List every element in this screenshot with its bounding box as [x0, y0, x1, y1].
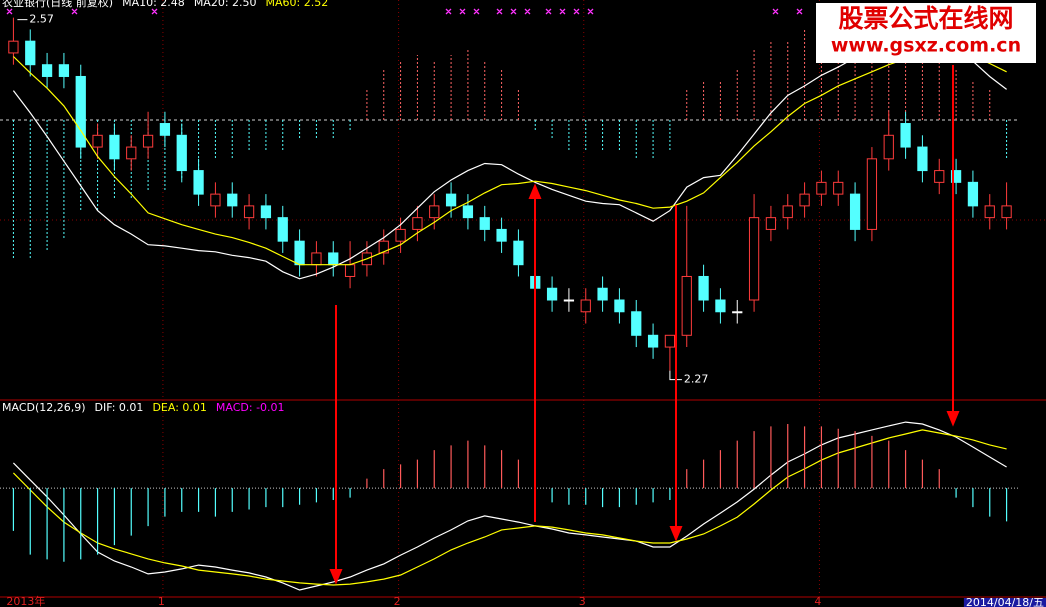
- x-tick-label: 1: [158, 595, 165, 607]
- candle-body: [429, 205, 440, 219]
- candle-body: [8, 40, 19, 54]
- candle-body: [866, 158, 878, 230]
- candle-body: [227, 193, 238, 207]
- candle-body: [748, 217, 760, 301]
- candle-body: [782, 205, 793, 219]
- candle-body: [799, 193, 810, 207]
- candle-body: [75, 75, 86, 148]
- candle-body: [816, 181, 827, 195]
- x-tick-label: 2013年: [6, 594, 45, 607]
- candle-body: [597, 287, 608, 301]
- legend-label: 农业银行(日线 前复权): [2, 0, 113, 9]
- arrows: [329, 65, 960, 585]
- candle-body: [900, 123, 911, 148]
- candle-body: [311, 252, 322, 266]
- candle-body: [260, 205, 272, 219]
- candle-body: [732, 311, 743, 314]
- candle-body: [563, 299, 575, 302]
- candle-body: [934, 170, 945, 183]
- candle-body: [92, 134, 103, 148]
- candle-body: [462, 205, 474, 219]
- high-label: 2.57: [29, 13, 53, 26]
- candle-body: [849, 193, 861, 230]
- candle-body: [395, 228, 406, 242]
- candle-body: [580, 299, 591, 313]
- candle-body: [950, 170, 962, 183]
- candle-body: [883, 134, 894, 160]
- candle-body: [715, 299, 726, 313]
- candle-body: [25, 40, 36, 66]
- candle-body: [412, 217, 423, 230]
- candle-body: [917, 146, 928, 172]
- candle-body: [58, 64, 70, 77]
- ma-line: [12, 46, 1007, 266]
- candle-body: [193, 170, 204, 195]
- arrow-head: [528, 183, 542, 199]
- candle-body: [546, 287, 558, 301]
- low-pointer: [669, 370, 682, 381]
- candle-body: [967, 181, 979, 207]
- x-tick-label: 2: [394, 595, 401, 607]
- cursor-date-box: [963, 598, 1046, 607]
- candle-body: [833, 181, 844, 195]
- macd-line: [12, 421, 1007, 591]
- candle-body: [142, 134, 154, 148]
- candle-body: [126, 146, 137, 160]
- macd-line: [12, 429, 1007, 586]
- arrow-head: [946, 411, 960, 427]
- candle-body: [479, 217, 490, 230]
- legend-label: MA60: 2.52: [266, 0, 329, 9]
- candle-body: [328, 252, 339, 266]
- candle-body: [277, 217, 288, 242]
- candle-body: [210, 193, 221, 207]
- ma-line: [12, 44, 1007, 280]
- low-label: 2.27: [684, 373, 709, 386]
- candle-body: [681, 275, 692, 336]
- x-tick-label: 4: [814, 595, 821, 607]
- legend-label: DIF: 0.01: [95, 401, 144, 414]
- watermark-box: [816, 3, 1036, 63]
- candle-body: [765, 217, 777, 230]
- candle-body: [698, 275, 709, 301]
- candle-body: [513, 240, 524, 266]
- watermark-url: www.gsxz.com.cn: [831, 35, 1021, 57]
- candle-body: [1001, 205, 1012, 219]
- arrow-head: [669, 526, 683, 542]
- legend-label: DEA: 0.01: [152, 401, 206, 414]
- candle-body: [159, 123, 171, 136]
- candle-body: [243, 205, 255, 219]
- watermark: 股票公式在线网 www.gsxz.com.cn: [816, 3, 1036, 63]
- candle-body: [176, 134, 187, 172]
- candle-body: [344, 264, 356, 277]
- candle-body: [41, 64, 53, 77]
- candle-body: [109, 134, 120, 160]
- legend-label: MA20: 2.50: [194, 0, 257, 9]
- candle-body: [445, 193, 457, 207]
- candle-body: [664, 334, 676, 348]
- signal-markers: [6, 8, 803, 15]
- cursor-date: 2014/04/18/五: [966, 596, 1044, 607]
- watermark-title: 股票公式在线网: [838, 4, 1013, 33]
- candle-body: [496, 228, 507, 242]
- candle-body: [631, 311, 642, 336]
- legend-label: MA10: 2.48: [122, 0, 185, 9]
- legend-label: MACD(12,26,9): [2, 401, 86, 414]
- arrow-head: [329, 569, 343, 585]
- candle-body: [647, 334, 659, 348]
- candle-body: [378, 240, 389, 254]
- candle-body: [294, 240, 305, 266]
- candle-body: [984, 205, 995, 219]
- x-tick-label: 3: [579, 595, 586, 607]
- legend-label: MACD: -0.01: [216, 401, 285, 414]
- candle-body: [614, 299, 625, 313]
